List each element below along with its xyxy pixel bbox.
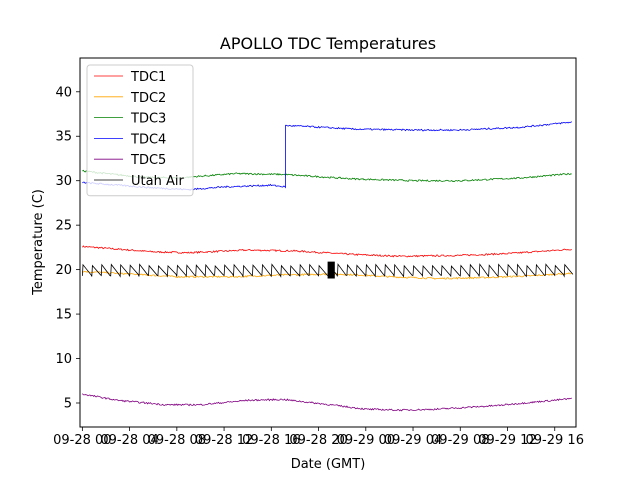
x-tick-label: 09-28 12	[195, 433, 253, 448]
y-tick-label: 20	[55, 263, 72, 278]
x-tick-label: 09-29 16	[526, 433, 584, 448]
x-tick-label: 09-28 00	[53, 433, 111, 448]
x-tick-label: 09-29 00	[337, 433, 395, 448]
x-tick-label: 09-29 04	[384, 433, 442, 448]
series-line-tdc2	[82, 270, 572, 280]
legend-label-tdc1: TDC1	[130, 70, 166, 85]
legend-label-utah-air: Utah Air	[131, 174, 184, 189]
legend: TDC1 TDC2 TDC3 TDC4 TDC5 Utah Air	[86, 64, 194, 197]
x-tick-label: 09-28 16	[242, 433, 300, 448]
y-axis-label: Temperature (C)	[31, 189, 46, 296]
y-tick-label: 35	[55, 130, 72, 145]
x-tick-label: 09-29 12	[478, 433, 536, 448]
y-tick-label: 10	[55, 352, 72, 367]
series-line-tdc5	[82, 393, 572, 412]
chart-title: APOLLO TDC Temperatures	[220, 34, 436, 53]
legend-label-tdc3: TDC3	[130, 112, 166, 127]
x-tick-label: 09-28 04	[100, 433, 158, 448]
legend-label-tdc5: TDC5	[130, 153, 166, 168]
y-tick-label: 30	[55, 174, 72, 189]
series-line-tdc1	[82, 245, 572, 258]
series-line-utah-air	[82, 261, 574, 279]
y-tick-label: 40	[55, 85, 72, 100]
plot-area-frame	[79, 57, 577, 428]
y-tick-label: 15	[55, 308, 72, 323]
x-axis-label: Date (GMT)	[291, 457, 366, 472]
x-tick-label: 09-29 08	[431, 433, 489, 448]
x-tick-label: 09-28 08	[148, 433, 206, 448]
legend-label-tdc4: TDC4	[130, 132, 166, 147]
legend-label-tdc2: TDC2	[130, 91, 166, 106]
y-tick-label: 5	[64, 396, 72, 411]
y-tick-label: 25	[55, 219, 72, 234]
legend-box	[86, 64, 194, 197]
x-tick-label: 09-28 20	[289, 433, 347, 448]
